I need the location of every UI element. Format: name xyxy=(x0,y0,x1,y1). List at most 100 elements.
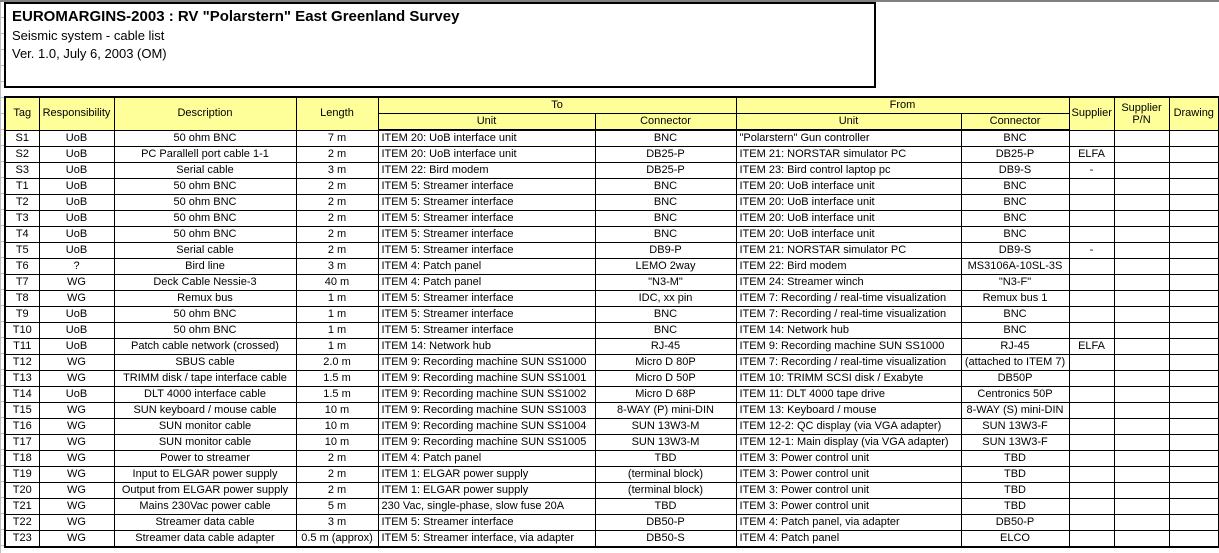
cell-from-unit[interactable]: ITEM 4: Patch panel, via adapter xyxy=(735,514,962,531)
cell-description[interactable]: Bird line xyxy=(113,258,297,275)
header-length[interactable]: Length xyxy=(295,96,379,131)
cell-supplier[interactable] xyxy=(1068,418,1115,435)
cell-description[interactable]: TRIMM disk / tape interface cable xyxy=(113,370,297,387)
cell-from-connector[interactable]: DB25-P xyxy=(960,146,1070,163)
cell-from-unit[interactable]: "Polarstern" Gun controller xyxy=(735,129,962,147)
cell-responsibility[interactable]: WG xyxy=(38,498,115,515)
cell-to-connector[interactable]: Micro D 68P xyxy=(594,386,737,403)
cell-drawing[interactable] xyxy=(1168,498,1219,515)
cell-from-connector[interactable]: BNC xyxy=(960,178,1070,195)
cell-from-connector[interactable]: TBD xyxy=(960,466,1070,483)
cell-description[interactable]: 50 ohm BNC xyxy=(113,129,297,147)
cell-from-connector[interactable]: "N3-F" xyxy=(960,274,1070,291)
cell-to-unit[interactable]: ITEM 22: Bird modem xyxy=(377,162,596,179)
cell-tag[interactable]: T12 xyxy=(4,354,40,371)
cell-length[interactable]: 2 m xyxy=(295,146,379,163)
cell-to-connector[interactable]: SUN 13W3-M xyxy=(594,418,737,435)
cell-supplier-pn[interactable] xyxy=(1113,162,1170,179)
cell-from-unit[interactable]: ITEM 21: NORSTAR simulator PC xyxy=(735,242,962,259)
cell-to-connector[interactable]: (terminal block) xyxy=(594,482,737,499)
cell-description[interactable]: Power to streamer xyxy=(113,450,297,467)
cell-to-unit[interactable]: ITEM 5: Streamer interface xyxy=(377,178,596,195)
cell-from-connector[interactable]: DB50-P xyxy=(960,514,1070,531)
cell-responsibility[interactable]: UoB xyxy=(38,338,115,355)
cell-from-connector[interactable]: (attached to ITEM 7) xyxy=(960,354,1070,371)
cell-to-connector[interactable]: BNC xyxy=(594,129,737,147)
cell-responsibility[interactable]: WG xyxy=(38,434,115,451)
cell-tag[interactable]: T16 xyxy=(4,418,40,435)
cell-supplier-pn[interactable] xyxy=(1113,386,1170,403)
cell-tag[interactable]: T7 xyxy=(4,274,40,291)
cell-to-connector[interactable]: SUN 13W3-M xyxy=(594,434,737,451)
cell-supplier-pn[interactable] xyxy=(1113,306,1170,323)
cell-to-connector[interactable]: RJ-45 xyxy=(594,338,737,355)
cell-to-unit[interactable]: ITEM 9: Recording machine SUN SS1004 xyxy=(377,418,596,435)
cell-description[interactable]: 50 ohm BNC xyxy=(113,178,297,195)
cell-from-unit[interactable]: ITEM 14: Network hub xyxy=(735,322,962,339)
cell-from-unit[interactable]: ITEM 7: Recording / real-time visualizat… xyxy=(735,290,962,307)
cell-description[interactable]: Streamer data cable adapter xyxy=(113,530,297,548)
cell-to-unit[interactable]: ITEM 1: ELGAR power supply xyxy=(377,466,596,483)
cell-from-connector[interactable]: BNC xyxy=(960,194,1070,211)
cell-to-connector[interactable]: DB50-S xyxy=(594,530,737,548)
cell-responsibility[interactable]: WG xyxy=(38,514,115,531)
cell-description[interactable]: SUN monitor cable xyxy=(113,434,297,451)
cell-supplier[interactable] xyxy=(1068,402,1115,419)
cell-supplier[interactable] xyxy=(1068,498,1115,515)
cell-tag[interactable]: S1 xyxy=(4,129,40,147)
cell-supplier[interactable]: ELFA xyxy=(1068,338,1115,355)
cell-from-unit[interactable]: ITEM 4: Patch panel xyxy=(735,530,962,548)
cell-description[interactable]: SBUS cable xyxy=(113,354,297,371)
header-responsibility[interactable]: Responsibility xyxy=(38,96,115,131)
cell-length[interactable]: 1.5 m xyxy=(295,386,379,403)
cell-responsibility[interactable]: WG xyxy=(38,482,115,499)
cell-description[interactable]: SUN keyboard / mouse cable xyxy=(113,402,297,419)
cell-drawing[interactable] xyxy=(1168,210,1219,227)
cell-from-connector[interactable]: BNC xyxy=(960,226,1070,243)
cell-tag[interactable]: T1 xyxy=(4,178,40,195)
cell-from-connector[interactable]: MS3106A-10SL-3S xyxy=(960,258,1070,275)
cell-description[interactable]: Mains 230Vac power cable xyxy=(113,498,297,515)
cell-responsibility[interactable]: WG xyxy=(38,354,115,371)
cell-length[interactable]: 7 m xyxy=(295,129,379,147)
cell-supplier-pn[interactable] xyxy=(1113,129,1170,147)
cell-drawing[interactable] xyxy=(1168,290,1219,307)
cell-from-connector[interactable]: TBD xyxy=(960,450,1070,467)
cell-to-unit[interactable]: ITEM 9: Recording machine SUN SS1001 xyxy=(377,370,596,387)
cell-length[interactable]: 5 m xyxy=(295,498,379,515)
cell-supplier[interactable]: - xyxy=(1068,162,1115,179)
cell-drawing[interactable] xyxy=(1168,338,1219,355)
cell-tag[interactable]: T10 xyxy=(4,322,40,339)
cell-from-unit[interactable]: ITEM 20: UoB interface unit xyxy=(735,194,962,211)
cell-to-unit[interactable]: ITEM 4: Patch panel xyxy=(377,274,596,291)
cell-supplier-pn[interactable] xyxy=(1113,290,1170,307)
cell-description[interactable]: SUN monitor cable xyxy=(113,418,297,435)
cell-drawing[interactable] xyxy=(1168,450,1219,467)
cell-length[interactable]: 10 m xyxy=(295,402,379,419)
cell-supplier-pn[interactable] xyxy=(1113,498,1170,515)
cell-supplier[interactable] xyxy=(1068,434,1115,451)
cell-to-unit[interactable]: ITEM 14: Network hub xyxy=(377,338,596,355)
cell-responsibility[interactable]: WG xyxy=(38,418,115,435)
cell-from-connector[interactable]: BNC xyxy=(960,306,1070,323)
cell-length[interactable]: 3 m xyxy=(295,258,379,275)
cell-description[interactable]: Patch cable network (crossed) xyxy=(113,338,297,355)
cell-length[interactable]: 2 m xyxy=(295,194,379,211)
cell-to-connector[interactable]: LEMO 2way xyxy=(594,258,737,275)
cell-from-unit[interactable]: ITEM 22: Bird modem xyxy=(735,258,962,275)
cell-from-connector[interactable]: Remux bus 1 xyxy=(960,290,1070,307)
cell-from-connector[interactable]: DB9-S xyxy=(960,242,1070,259)
cell-drawing[interactable] xyxy=(1168,370,1219,387)
cell-supplier[interactable] xyxy=(1068,129,1115,147)
cell-supplier-pn[interactable] xyxy=(1113,146,1170,163)
cell-to-unit[interactable]: ITEM 4: Patch panel xyxy=(377,258,596,275)
cell-to-unit[interactable]: ITEM 5: Streamer interface xyxy=(377,514,596,531)
cell-from-connector[interactable]: BNC xyxy=(960,210,1070,227)
cell-to-unit[interactable]: ITEM 5: Streamer interface xyxy=(377,242,596,259)
cell-supplier-pn[interactable] xyxy=(1113,402,1170,419)
cell-supplier-pn[interactable] xyxy=(1113,258,1170,275)
cell-drawing[interactable] xyxy=(1168,354,1219,371)
cell-to-unit[interactable]: ITEM 5: Streamer interface, via adapter xyxy=(377,530,596,548)
cell-supplier[interactable] xyxy=(1068,178,1115,195)
cell-responsibility[interactable]: ? xyxy=(38,258,115,275)
